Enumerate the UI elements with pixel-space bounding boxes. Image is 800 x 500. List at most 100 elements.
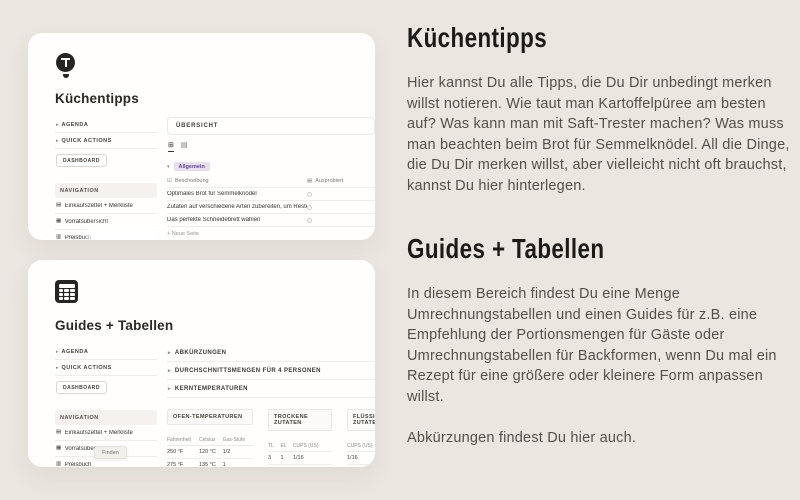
- sidebar-toggle-agenda[interactable]: ▸ AGENDA: [55, 344, 157, 360]
- table-cell: 6: [268, 464, 281, 467]
- row-checkbox-cell: [307, 191, 375, 197]
- row-title: Optimales Brot für Semmelknödel: [167, 191, 257, 197]
- agenda-label: AGENDA: [61, 348, 89, 355]
- page-title: Küchentipps: [55, 91, 139, 106]
- table-cell: 135 °C: [198, 458, 223, 467]
- section-tag: Allgemein: [173, 162, 210, 171]
- table-view-icon[interactable]: ⊞: [168, 142, 174, 152]
- table-cell: 1/8: [347, 464, 375, 467]
- section-heading: Guides + Tabellen: [407, 233, 605, 264]
- table-column-header: TL: [268, 440, 281, 452]
- table-column-header: CUPS (US): [292, 440, 332, 452]
- column-header-label: Ausprobiert: [315, 178, 344, 184]
- table-cell: 1/2: [222, 445, 253, 459]
- toggle-label: ABKÜRZUNGEN: [174, 349, 227, 356]
- caret-icon: ▸: [168, 349, 171, 356]
- table-row: 1/1615: [347, 451, 375, 465]
- checkbox-circle-icon[interactable]: [307, 204, 312, 210]
- guide-toggle-list: ▸ ABKÜRZUNGEN ▸ DURCHSCHNITTSMENGEN FÜR 4 P…: [167, 344, 375, 398]
- data-table: FLÜSSIGE ZUTATEN CUPS (US)ML1/16151/8301/…: [347, 409, 375, 467]
- caret-icon: ▸: [56, 121, 59, 128]
- table-cell: 250 °F: [167, 445, 199, 459]
- table-header-row: Fahrenheit Celsius Gas-Stufe: [167, 434, 253, 446]
- caret-icon: ▸: [168, 385, 171, 392]
- sidebar-toggle-quick-actions[interactable]: ▸ QUICK ACTIONS: [55, 133, 157, 149]
- table-cell: 1: [222, 458, 253, 467]
- list-icon: ▤: [56, 201, 62, 208]
- column-header-ausprobiert: ▤ Ausprobiert: [307, 178, 375, 184]
- section-paragraph: Abkürzungen findest Du hier auch.: [407, 430, 637, 446]
- conversion-tables: OFEN-TEMPERATUREN Fahrenheit Celsius Gas-St…: [167, 409, 375, 467]
- table-column-header: CUPS (US): [347, 440, 375, 452]
- sidebar-item-preisbuch[interactable]: ▥ Preisbuch: [55, 457, 157, 467]
- sidebar-item-label: Preisbuch: [64, 234, 92, 241]
- table: CUPS (US)ML1/16151/8301/4601/21203/41801…: [347, 440, 375, 467]
- table-row: 250 °F 120 °C 1/2: [167, 445, 253, 459]
- new-page-button[interactable]: + Neue Seite: [167, 231, 199, 237]
- table-row[interactable]: Zutaten auf verschiedene Arten zubereite…: [167, 201, 375, 214]
- sidebar-item-label: Vorratsübersicht: [64, 445, 109, 452]
- row-checkbox-cell: [307, 204, 375, 210]
- table-column-header: Fahrenheit: [167, 434, 199, 446]
- navigation-header: NAVIGATION: [55, 410, 157, 425]
- table-title: OFEN-TEMPERATUREN: [167, 409, 253, 425]
- box-icon: ▦: [56, 217, 62, 224]
- sidebar-item-preisbuch[interactable]: ▥ Preisbuch: [55, 230, 157, 240]
- checkbox-icon: ☑: [167, 178, 172, 184]
- list-icon: ▤: [307, 178, 313, 184]
- table-cell: 3: [268, 451, 281, 465]
- box-icon: ▦: [56, 444, 62, 451]
- screenshot-card-kuechentipps: Küchentipps ▸ AGENDA ▸ QUICK ACTIONS DAS…: [28, 33, 375, 240]
- row-checkbox-cell: [307, 217, 375, 223]
- desc-section-guides: Guides + Tabellen In diesem Bereich find…: [407, 233, 793, 449]
- table-cell: 1/16: [347, 451, 375, 465]
- section-toggle[interactable]: ▾ Allgemein: [167, 159, 375, 175]
- sidebar-toggle-agenda[interactable]: ▸ AGENDA: [55, 117, 157, 133]
- sidebar-item-label: Preisbuch: [64, 461, 92, 468]
- page-title: Guides + Tabellen: [55, 318, 174, 333]
- sidebar-item-label: Vorratsübersicht: [64, 218, 109, 225]
- column-header-beschreibung: ☑ Beschreibung: [167, 178, 307, 184]
- book-icon: ▥: [56, 233, 62, 240]
- caret-icon: ▸: [56, 348, 59, 355]
- table-row[interactable]: Das perfekte Schneidebrett wählen: [167, 214, 375, 227]
- app-main: ▸ ABKÜRZUNGEN ▸ DURCHSCHNITTSMENGEN FÜR 4 P…: [167, 344, 375, 467]
- table-column-header: Gas-Stufe: [222, 434, 253, 446]
- book-icon: ▥: [56, 460, 62, 467]
- checkbox-circle-icon[interactable]: [307, 191, 312, 197]
- table-row[interactable]: Optimales Brot für Semmelknödel: [167, 188, 375, 201]
- checkbox-circle-icon[interactable]: [307, 217, 312, 223]
- list-view-icon[interactable]: ▤: [180, 142, 188, 149]
- table-title: TROCKENE ZUTATEN: [268, 409, 332, 431]
- sidebar-toggle-quick-actions[interactable]: ▸ QUICK ACTIONS: [55, 360, 157, 376]
- toggle-label: KERNTEMPERATUREN: [174, 385, 248, 392]
- sidebar-item-label: Einkaufszettel + Merkliste: [64, 429, 133, 436]
- row-title: Zutaten auf verschiedene Arten zubereite…: [167, 204, 307, 210]
- table-header-row: ☑ Beschreibung ▤ Ausprobiert: [167, 175, 375, 188]
- toggle-row[interactable]: ▸ KERNTEMPERATUREN: [167, 380, 375, 398]
- toggle-row[interactable]: ▸ ABKÜRZUNGEN: [167, 344, 375, 362]
- hover-tooltip: Finden: [94, 446, 127, 459]
- dashboard-button[interactable]: DASHBOARD: [56, 381, 107, 394]
- list-icon: ▤: [56, 428, 62, 435]
- table: Fahrenheit Celsius Gas-Stufe 250 °F 120 °C 1/…: [167, 434, 253, 467]
- tip-section: ▾ Allgemein ☑ Beschreibung ▤ Ausprobiert Optim…: [167, 159, 375, 240]
- sidebar-item-einkaufszettel[interactable]: ▤ Einkaufszettel + Merkliste: [55, 425, 157, 441]
- table-cell: 1: [280, 451, 293, 465]
- toggle-row[interactable]: ▸ DURCHSCHNITTSMENGEN FÜR 4 PERSONEN: [167, 362, 375, 380]
- table-cell: 275 °F: [167, 458, 199, 467]
- dashboard-row: DASHBOARD: [55, 149, 157, 174]
- sidebar-item-einkaufszettel[interactable]: ▤ Einkaufszettel + Merkliste: [55, 198, 157, 214]
- table-title: FLÜSSIGE ZUTATEN: [347, 409, 375, 431]
- row-title: Das perfekte Schneidebrett wählen: [167, 217, 261, 223]
- blur-artifact: [86, 225, 158, 240]
- table-cell: 1/8: [292, 464, 332, 467]
- dashboard-button[interactable]: DASHBOARD: [56, 154, 107, 167]
- table-column-header: EL: [280, 440, 293, 452]
- table-header-row: TL EL CUPS (US): [268, 440, 332, 452]
- quick-actions-label: QUICK ACTIONS: [61, 137, 112, 144]
- app-sidebar: ▸ AGENDA ▸ QUICK ACTIONS DASHBOARD NAVIG…: [55, 117, 167, 240]
